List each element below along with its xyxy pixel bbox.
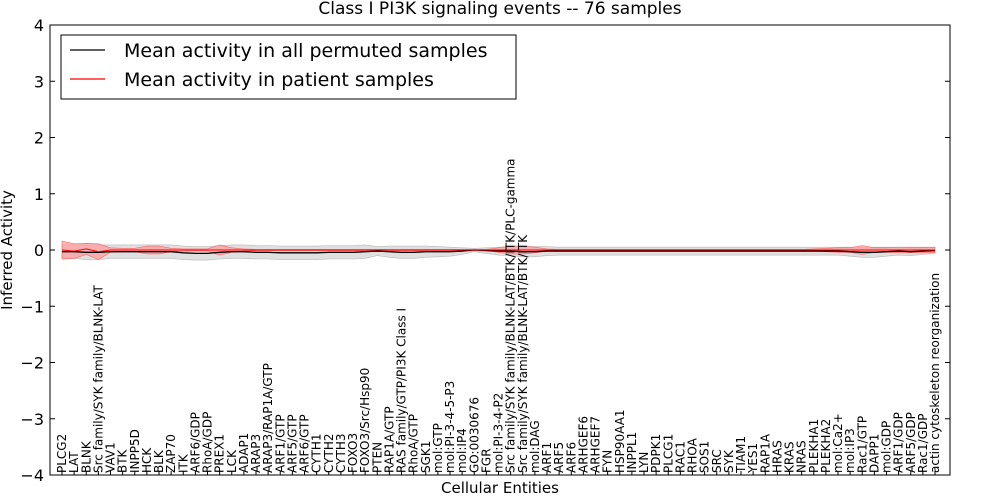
x-tick-label: ZAP70: [164, 434, 178, 473]
y-tick-label: 1: [34, 185, 44, 204]
x-tick-label: mol:DAG: [528, 420, 542, 473]
x-tick-label: Rac1/GTP: [855, 416, 869, 473]
y-tick-label: 3: [34, 72, 44, 91]
x-tick-label: ARHGEF6: [576, 416, 590, 473]
x-tick-label: RAS family/GTP/PI3K Class I: [395, 308, 409, 473]
x-tick-label: RhoA/GDP: [201, 412, 215, 473]
plot-area: [61, 240, 936, 261]
x-tick-label: Rac1/GDP: [916, 414, 930, 473]
x-tick-label: HCK: [140, 447, 154, 473]
x-tick-label: PLCG1: [661, 434, 675, 473]
x-tick-label: ARAP3/RAP1A/GTP: [261, 363, 275, 473]
x-tick-label: mol:IP4: [455, 428, 469, 473]
legend-label-permuted: Mean activity in all permuted samples: [124, 40, 487, 62]
x-tick-label: ARHGEF7: [589, 416, 603, 473]
x-tick-label: RAC1: [673, 441, 687, 473]
x-tick-label: INPP5D: [128, 429, 142, 473]
x-tick-label: BLNK: [79, 440, 93, 473]
x-tick-label: actin cytoskeleton reorganization: [928, 273, 942, 473]
x-tick-label: RhoA/GTP: [407, 414, 421, 473]
x-tick-label: mol:Ca2+: [831, 413, 845, 473]
x-tick-label: Src family/SYK family/BLNK-LAT/BTK/ITK/P…: [504, 158, 518, 473]
x-tick-label: SGK1: [419, 441, 433, 473]
x-tick-label: VAV1: [104, 442, 118, 473]
x-tick-label: CYTH3: [334, 434, 348, 474]
x-tick-label: RAP1A: [758, 433, 772, 473]
x-tick-label: ARAP3: [249, 434, 263, 473]
x-tick-label: PLEKHA1: [807, 419, 821, 473]
y-tick-label: −4: [20, 466, 44, 485]
y-tick-label: −1: [20, 297, 44, 316]
x-axis-label: Cellular Entities: [441, 479, 559, 497]
x-tick-label: PDPK1: [649, 434, 663, 473]
y-tick-label: −2: [20, 354, 44, 373]
x-tick-label: mol:PI-3-4-5-P3: [443, 381, 457, 473]
x-tick-label: NRAS: [795, 440, 809, 473]
x-tick-label: mol:PI-3-4-P2: [492, 393, 506, 473]
legend-label-patient: Mean activity in patient samples: [124, 69, 434, 91]
x-tick-label: Src family/SYK family/BLNK-LAT: [91, 284, 105, 473]
x-tick-label: SYK: [722, 449, 736, 473]
x-tick-label: HRAS: [770, 440, 784, 473]
x-tick-label: GO:0030676: [467, 397, 481, 473]
x-tick-label: ARF5/GDP: [904, 412, 918, 473]
x-tick-label: FOXO3: [346, 433, 360, 473]
x-tick-label: mol:GTP: [431, 423, 445, 473]
x-tick-label: ARF5/GTP: [285, 414, 299, 473]
y-axis-label: Inferred Activity: [0, 190, 16, 310]
x-tick-label: ADAP1: [237, 433, 251, 473]
x-tick-label: BTK: [116, 448, 130, 473]
x-tick-label: ITK: [176, 453, 190, 473]
x-tick-label: TIAM1: [734, 436, 748, 474]
x-tick-label: HSP90AA1: [613, 409, 627, 473]
x-tick-label: PLEKHA2: [819, 419, 833, 473]
line-series-1: [62, 249, 936, 255]
x-tick-label: ARF5: [552, 442, 566, 473]
x-tick-label: RHOA: [686, 437, 700, 473]
x-tick-label: PREX1: [213, 434, 227, 473]
x-tick-label: ARF1/GTP: [273, 414, 287, 473]
x-tick-label: DAPP1: [867, 434, 881, 473]
x-tick-label: ARF6: [564, 442, 578, 473]
x-tick-label: ARF6/GDP: [188, 412, 202, 473]
x-tick-label: CYTH2: [322, 434, 336, 474]
x-tick-label: LYN: [637, 452, 651, 473]
x-tick-label: PTEN: [370, 442, 384, 473]
x-tick-label: ARF6/GTP: [298, 414, 312, 473]
line-series-2: [61, 248, 935, 253]
x-tick-label: ARF1: [540, 442, 554, 473]
x-tick-label: ARF1/GDP: [892, 412, 906, 473]
x-tick-label: SOS1: [698, 441, 712, 473]
x-tick-label: YES1: [746, 443, 760, 474]
y-tick-label: 0: [34, 241, 44, 260]
legend-frame: [60, 34, 517, 100]
x-tick-label: CYTH1: [310, 434, 324, 474]
x-tick-label: LAT: [67, 451, 81, 473]
x-tick-label: BLK: [152, 449, 166, 473]
legend: Mean activity in all permuted samples Me…: [60, 34, 517, 100]
x-tick-label: RAP1A/GTP: [382, 406, 396, 473]
x-tick-label: SRC: [710, 449, 724, 473]
x-tick-label: KRAS: [783, 441, 797, 473]
x-tick-label: PLCG2: [55, 434, 69, 473]
x-tick-label: INPPL1: [625, 432, 639, 473]
x-tick-label: LCK: [225, 449, 239, 473]
x-tick-label: Src family/SYK family/BLNK-LAT/BTK/ITK: [516, 234, 530, 473]
y-tick-label: 2: [34, 129, 44, 148]
x-tick-label: mol:IP3: [843, 428, 857, 473]
x-tick-label: FOXO3/Src/Hsp90: [358, 368, 372, 473]
y-tick-label: 4: [34, 16, 44, 35]
x-tick-label: FYN: [601, 450, 615, 473]
x-tick-label: FGR: [479, 448, 493, 473]
y-tick-label: −3: [20, 410, 44, 429]
chart-title: Class I PI3K signaling events -- 76 samp…: [318, 0, 681, 19]
x-tick-label: mol:GDP: [880, 421, 894, 473]
